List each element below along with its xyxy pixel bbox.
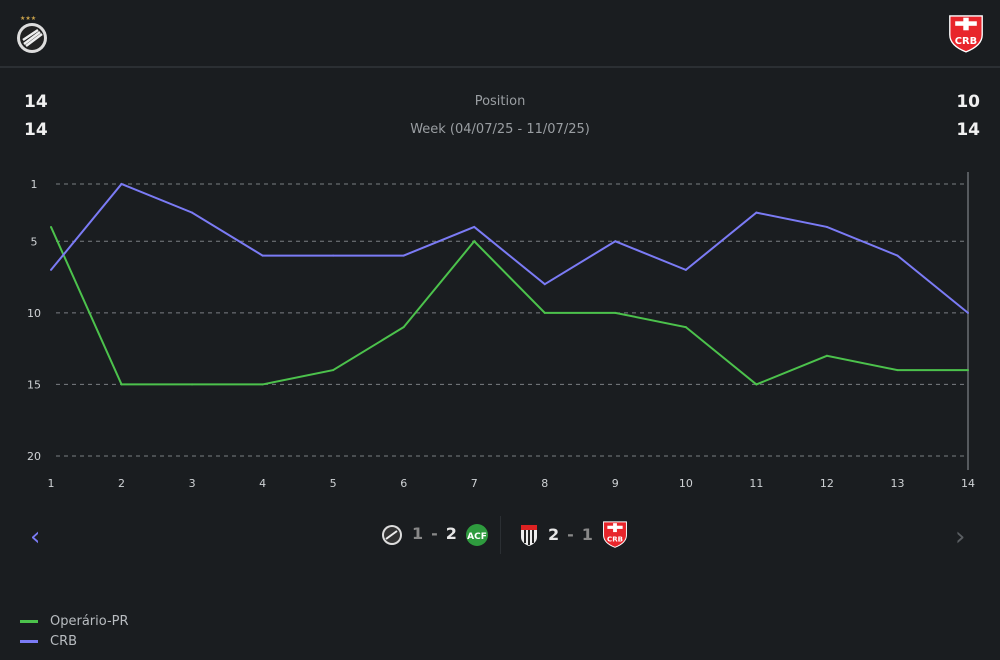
- y-tick-label: 5: [31, 235, 38, 248]
- x-tick-label: 14: [961, 477, 975, 490]
- y-tick-label: 10: [27, 307, 41, 320]
- x-tick-label: 7: [471, 477, 478, 490]
- crb-logo[interactable]: CRB: [948, 12, 984, 54]
- data-point: [402, 326, 405, 329]
- series-line: [50, 226, 968, 386]
- x-tick-label: 1: [48, 477, 55, 490]
- svg-text:★★★: ★★★: [20, 15, 36, 22]
- data-point: [684, 326, 687, 329]
- data-point: [755, 383, 758, 386]
- x-tick-label: 11: [749, 477, 763, 490]
- x-tick-label: 6: [400, 477, 407, 490]
- chapecoense-logo-icon: ACF: [465, 524, 488, 546]
- data-point: [825, 354, 828, 357]
- series-line: [50, 182, 969, 314]
- x-tick-label: 8: [541, 477, 548, 490]
- x-tick-label: 9: [612, 477, 619, 490]
- away-week: 14: [956, 120, 980, 140]
- home-score: 1: [412, 523, 424, 543]
- match-divider: [500, 516, 501, 554]
- x-tick-label: 13: [890, 477, 904, 490]
- data-point: [50, 225, 52, 228]
- x-tick-label: 5: [330, 477, 337, 490]
- next-button[interactable]: ›: [955, 522, 966, 552]
- prev-button[interactable]: ‹: [30, 522, 41, 552]
- home-week: 14: [24, 120, 48, 140]
- data-point: [967, 311, 969, 314]
- legend-away: CRB: [20, 634, 77, 649]
- data-point: [50, 268, 52, 271]
- match-1[interactable]: 1-2 ACF: [380, 520, 489, 546]
- data-point: [120, 383, 123, 386]
- data-point: [261, 254, 264, 257]
- x-tick-label: 12: [820, 477, 834, 490]
- x-tick-label: 3: [189, 477, 196, 490]
- operario-logo[interactable]: ★★★: [14, 12, 50, 54]
- data-point: [543, 311, 546, 314]
- atletico-go-logo-icon: [521, 525, 537, 546]
- data-point: [332, 254, 335, 257]
- data-point: [473, 240, 476, 243]
- data-point: [473, 225, 476, 228]
- data-point: [684, 268, 687, 271]
- match-2[interactable]: 2-1 CRB: [518, 520, 629, 548]
- x-tick-label: 4: [259, 477, 266, 490]
- data-point: [261, 383, 264, 386]
- crb-logo-icon: CRB: [602, 521, 627, 548]
- data-point: [543, 283, 546, 286]
- away-score: 1: [581, 524, 593, 544]
- y-tick-label: 15: [27, 378, 41, 391]
- svg-text:ACF: ACF: [467, 532, 487, 542]
- data-point: [191, 211, 194, 214]
- legend-swatch: [20, 620, 38, 623]
- x-tick-label: 10: [679, 477, 693, 490]
- y-tick-label: 20: [27, 450, 41, 463]
- legend-swatch: [20, 640, 38, 643]
- week-label: Week (04/07/25 - 11/07/25): [410, 122, 590, 137]
- data-point: [967, 369, 969, 372]
- operario-logo-icon: [382, 525, 402, 545]
- header: ★★★ CRB: [0, 0, 1000, 68]
- data-point: [896, 254, 899, 257]
- svg-text:CRB: CRB: [607, 536, 623, 544]
- data-point: [755, 211, 758, 214]
- position-label: Position: [474, 94, 526, 109]
- home-position: 14: [24, 92, 48, 112]
- away-score: 2: [445, 523, 457, 543]
- data-point: [332, 369, 335, 372]
- data-point: [614, 311, 617, 314]
- data-point: [120, 183, 123, 185]
- data-point: [825, 225, 828, 228]
- data-point: [896, 369, 899, 372]
- score-separator: -: [431, 523, 438, 543]
- away-position: 10: [956, 92, 980, 112]
- score-separator: -: [567, 524, 574, 544]
- data-point: [402, 254, 405, 257]
- legend-label: CRB: [50, 634, 78, 649]
- svg-text:CRB: CRB: [955, 36, 977, 47]
- legend-label: Operário-PR: [50, 614, 129, 629]
- y-tick-label: 1: [31, 178, 38, 191]
- data-point: [191, 383, 194, 386]
- home-score: 2: [548, 524, 560, 544]
- data-point: [614, 240, 617, 243]
- legend-home: Operário-PR: [20, 614, 129, 629]
- x-tick-label: 2: [118, 477, 125, 490]
